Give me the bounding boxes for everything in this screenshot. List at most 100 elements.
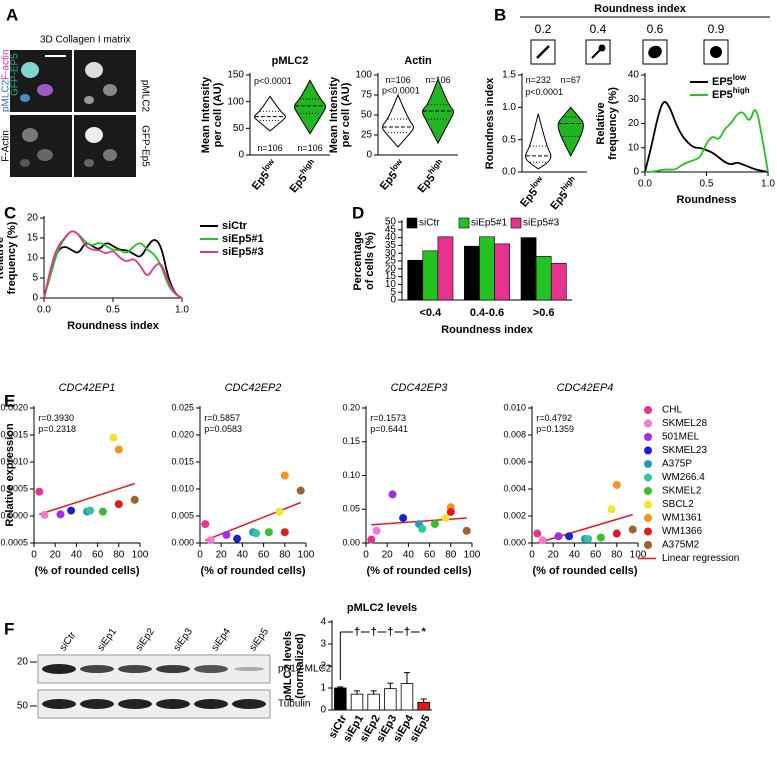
channel-label: F-Actin (1, 130, 12, 162)
point (538, 536, 547, 545)
y-tick-label: 0.010 (503, 402, 526, 412)
annotation: p<0.0001 (382, 85, 420, 95)
x-axis-label: (% of rounded cells) (532, 565, 637, 577)
legend-swatch (458, 217, 470, 229)
x-tick-label: 100 (132, 550, 149, 561)
y-tick-label: 50 (385, 217, 397, 228)
x-tick-label: <0.4 (419, 307, 442, 319)
y-tick-label: 75 (361, 90, 373, 101)
y-tick-label: 0.000 (171, 537, 194, 547)
legend-name: siCtr (222, 220, 248, 232)
point (367, 535, 376, 544)
x-tick-label: 80 (113, 550, 125, 561)
legend-label: A375M2 (662, 540, 700, 551)
y-tick-label: 50 (233, 123, 245, 134)
y-tick-label: 45 (385, 224, 397, 235)
legend-label: SKMEL23 (662, 445, 707, 456)
annotation: n=106 (257, 143, 282, 153)
legend-label: siEp5#1 (222, 233, 264, 245)
y-tick-label: -0.0005 (0, 537, 28, 547)
x-tick-label: 100 (464, 550, 481, 561)
y-tick-label: 0.004 (503, 483, 526, 493)
y-axis-label: Percentage (352, 231, 364, 290)
y-tick-label: 0.00 (342, 537, 360, 547)
annotation: p=0.1359 (536, 424, 574, 434)
point (607, 505, 616, 514)
significance-mark: † (354, 626, 360, 638)
y-tick-label: 40 (385, 232, 397, 243)
microscopy-title: 3D Collagen I matrix (40, 35, 131, 46)
legend-swatch (644, 419, 652, 428)
significance-bg (386, 626, 395, 638)
legend-name: EP5 (712, 76, 733, 88)
band-label: pS19-MLC2 (278, 664, 332, 675)
lane-label: siEp5 (248, 626, 272, 653)
point (264, 528, 273, 537)
panel-label: E (4, 391, 15, 410)
y-tick-label: 15 (385, 271, 397, 282)
marker-label: 50 (17, 701, 29, 712)
y-tick-label: 15 (27, 233, 39, 244)
category-base: Ep5 (415, 172, 437, 195)
x-tick-label: 40 (403, 550, 415, 561)
x-tick-label: 20 (548, 550, 560, 561)
x-tick-label: Ep5high (546, 174, 581, 212)
legend-swatch (644, 527, 652, 536)
y-tick-label: 0.025 (171, 402, 194, 412)
point (280, 528, 289, 537)
y-tick-label: 20 (628, 118, 640, 129)
line (43, 239, 183, 299)
line (644, 101, 769, 173)
x-tick-label: 60 (258, 550, 270, 561)
y-tick-label: 10 (385, 279, 397, 290)
line (43, 230, 183, 299)
key-title: Roundness index (594, 3, 687, 15)
point (35, 487, 44, 496)
x-tick-label: 40 (569, 550, 581, 561)
marker-label: 20 (17, 657, 29, 668)
chart-title: CDC42EP1 (59, 382, 116, 394)
y-axis-label: Roundness index (484, 77, 496, 170)
x-tick-label: 40 (71, 550, 83, 561)
x-tick-label: 80 (611, 550, 623, 561)
point (114, 445, 123, 454)
point (399, 514, 408, 523)
y-tick-label: 5 (32, 273, 38, 284)
x-tick-label: 1.0 (761, 179, 775, 190)
legend-label: siEp5#3 (523, 218, 560, 229)
legend-superscript: low (733, 73, 747, 82)
y-tick-label: 2 (320, 661, 326, 672)
y-tick-label: 10 (628, 142, 640, 153)
y-tick-label: 0.10 (342, 470, 360, 480)
bar (494, 243, 510, 301)
y-tick-label: 0.002 (503, 510, 526, 520)
y-tick-label: 0.010 (171, 483, 194, 493)
y-tick-label: 100 (227, 96, 244, 107)
point (86, 506, 95, 515)
bar (417, 701, 430, 711)
annotation: p=0.2318 (38, 424, 76, 434)
band-label: Tubulin (278, 699, 310, 710)
y-tick-label: 1.0 (502, 102, 516, 113)
x-tick-label: Ep5high (285, 157, 320, 195)
western-blot: siCtr siEp1 siEp2 siEp3 siEp4 siEp5 20 5… (17, 626, 332, 719)
legend-label: WM1366 (662, 526, 702, 537)
x-axis-label: (% of rounded cells) (200, 565, 305, 577)
annotation: r=0.4792 (536, 413, 572, 423)
chart-title: pMLC2 levels (347, 602, 417, 614)
bar (334, 687, 347, 711)
significance-bg (353, 626, 361, 638)
bar (367, 693, 380, 711)
annotation: r=0.5857 (204, 413, 240, 423)
y-axis-label: frequency (%) (6, 221, 18, 294)
y-tick-label: 25 (385, 256, 397, 267)
chart-title: CDC42EP3 (391, 382, 449, 394)
legend-label: siEp5#3 (222, 246, 264, 258)
line (644, 109, 769, 173)
merge-label: pMLC2 (1, 79, 12, 112)
annotation: r=0.1573 (370, 413, 406, 423)
category-base: Ep5 (250, 169, 272, 192)
category-base: Ep5 (518, 186, 540, 209)
x-tick-label: 40 (237, 550, 249, 561)
y-axis-label: frequency (%) (607, 87, 619, 160)
